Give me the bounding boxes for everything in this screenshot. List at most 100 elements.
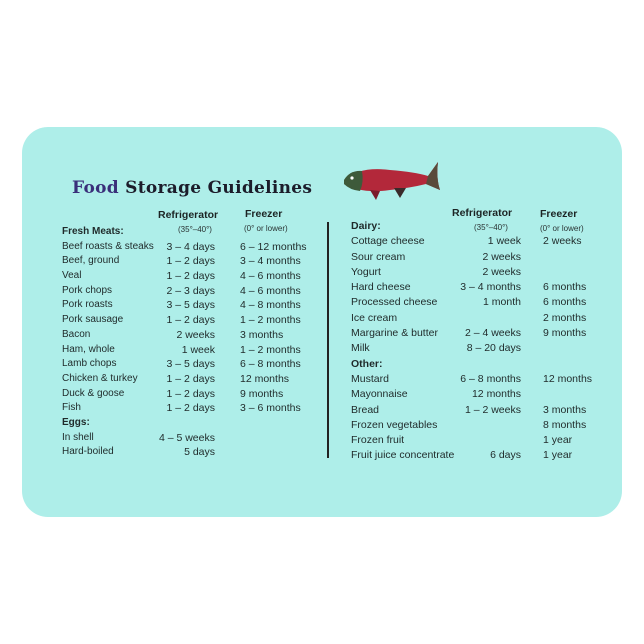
refrigerator-time: 2 weeks xyxy=(482,265,521,278)
food-name: Pork chops xyxy=(62,284,113,296)
refrigerator-time: 3 – 4 months xyxy=(460,281,521,294)
table-row: Mustard 6 – 8 months 12 months xyxy=(351,373,611,388)
freezer-time: 4 – 8 months xyxy=(240,299,301,312)
freezer-time: 3 months xyxy=(543,403,587,416)
food-name: Hard-boiled xyxy=(62,446,114,458)
table-row: Hard-boiled 5 days xyxy=(62,446,322,461)
food-name: Yogurt xyxy=(351,265,381,278)
refrigerator-time: 2 – 4 weeks xyxy=(464,327,521,340)
fish-icon xyxy=(344,162,440,200)
food-name: Duck & goose xyxy=(62,387,125,399)
left-refrigerator-temp: (35°–40°) xyxy=(178,225,212,234)
food-name: Ice cream xyxy=(351,311,398,324)
table-row: Sour cream 2 weeks xyxy=(351,251,611,266)
food-name: Milk xyxy=(351,342,370,355)
freezer-time: 3 months xyxy=(240,328,284,341)
freezer-time: 6 – 12 months xyxy=(240,240,307,253)
food-name: Frozen fruit xyxy=(351,434,405,447)
section-label: Fresh Meats: xyxy=(62,226,124,237)
refrigerator-time: 1 week xyxy=(487,235,521,248)
table-row: Chicken & turkey 1 – 2 days 12 months xyxy=(62,373,322,388)
food-name: Bacon xyxy=(62,328,91,340)
table-row: Hard cheese 3 – 4 months 6 months xyxy=(351,281,611,296)
table-row: Beef roasts & steaks 3 – 4 days 6 – 12 mon… xyxy=(62,241,322,256)
table-row: Veal 1 – 2 days 4 – 6 months xyxy=(62,270,322,285)
refrigerator-time: 5 days xyxy=(184,446,215,459)
left-table: Fresh Meats: Beef roasts & steaks 3 – 4 da… xyxy=(62,226,322,461)
food-name: Mayonnaise xyxy=(351,388,408,401)
refrigerator-time: 1 – 2 days xyxy=(166,255,215,268)
freezer-time: 4 – 6 months xyxy=(240,270,301,283)
refrigerator-time: 8 – 20 days xyxy=(466,342,521,355)
column-divider xyxy=(327,222,329,458)
refrigerator-time: 3 – 5 days xyxy=(166,358,215,371)
right-table: Dairy: Cottage cheese 1 week 2 weeks Sour cr… xyxy=(351,220,611,465)
freezer-time: 4 – 6 months xyxy=(240,284,301,297)
freezer-time: 1 year xyxy=(543,449,573,462)
right-refrigerator-temp: (35°–40°) xyxy=(474,223,508,232)
food-name: Beef roasts & steaks xyxy=(62,240,154,252)
food-name: Processed cheese xyxy=(351,296,438,309)
freezer-time: 1 year xyxy=(543,434,573,447)
section-label: Eggs: xyxy=(62,416,90,428)
section-label: Other: xyxy=(351,357,383,370)
food-name: Hard cheese xyxy=(351,281,411,294)
table-row: Processed cheese 1 month 6 months xyxy=(351,296,611,311)
table-row: Bread 1 – 2 weeks 3 months xyxy=(351,404,611,419)
food-name: Pork roasts xyxy=(62,299,113,311)
freezer-time: 3 – 6 months xyxy=(240,402,301,415)
table-row: In shell 4 – 5 weeks xyxy=(62,432,322,447)
food-name: Cottage cheese xyxy=(351,235,425,248)
food-name: Fruit juice concentrate xyxy=(351,449,455,462)
table-row: Margarine & butter 2 – 4 weeks 9 months xyxy=(351,327,611,342)
right-refrigerator-header: Refrigerator xyxy=(452,207,513,219)
page-title: Food Storage Guidelines xyxy=(72,178,312,198)
table-row: Mayonnaise 12 months xyxy=(351,388,611,403)
section-heading: Eggs: xyxy=(62,417,322,432)
refrigerator-time: 6 days xyxy=(490,449,521,462)
freezer-time: 9 months xyxy=(240,387,284,400)
refrigerator-time: 1 – 2 weeks xyxy=(464,403,521,416)
table-row: Pork sausage 1 – 2 days 1 – 2 months xyxy=(62,314,322,329)
table-row: Yogurt 2 weeks xyxy=(351,266,611,281)
refrigerator-time: 1 – 2 days xyxy=(166,387,215,400)
food-name: Veal xyxy=(62,270,82,282)
refrigerator-time: 2 weeks xyxy=(482,250,521,263)
freezer-time: 2 months xyxy=(543,311,587,324)
left-refrigerator-header: Refrigerator xyxy=(158,209,219,221)
freezer-time: 6 months xyxy=(543,296,587,309)
storage-guidelines-card xyxy=(22,127,622,517)
section-heading: Dairy: xyxy=(351,220,611,235)
food-name: Fish xyxy=(62,402,81,414)
section-heading: Fresh Meats: xyxy=(62,226,322,241)
food-name: Ham, whole xyxy=(62,343,115,355)
table-row: Milk 8 – 20 days xyxy=(351,342,611,357)
food-name: Sour cream xyxy=(351,250,406,263)
food-name: Frozen vegetables xyxy=(351,418,438,431)
section-label: Dairy: xyxy=(351,220,381,232)
table-row: Ham, whole 1 week 1 – 2 months xyxy=(62,344,322,359)
left-freezer-header: Freezer xyxy=(245,208,283,220)
table-row: Pork roasts 3 – 5 days 4 – 8 months xyxy=(62,299,322,314)
food-name: Beef, ground xyxy=(62,255,120,267)
freezer-time: 3 – 4 months xyxy=(240,255,301,268)
title-first-word: Food xyxy=(72,178,119,198)
food-name: Pork sausage xyxy=(62,314,124,326)
refrigerator-time: 1 – 2 days xyxy=(166,402,215,415)
refrigerator-time: 2 weeks xyxy=(176,328,215,341)
table-row: Bacon 2 weeks 3 months xyxy=(62,329,322,344)
left-freezer-temp: (0° or lower) xyxy=(244,224,288,233)
table-row: Duck & goose 1 – 2 days 9 months xyxy=(62,388,322,403)
refrigerator-time: 3 – 4 days xyxy=(166,240,215,253)
freezer-time: 9 months xyxy=(543,327,587,340)
food-name: Lamb chops xyxy=(62,358,117,370)
freezer-time: 6 – 8 months xyxy=(240,358,301,371)
table-row: Ice cream 2 months xyxy=(351,312,611,327)
refrigerator-time: 1 – 2 days xyxy=(166,372,215,385)
table-row: Frozen fruit 1 year xyxy=(351,434,611,449)
table-row: Fish 1 – 2 days 3 – 6 months xyxy=(62,402,322,417)
freezer-time: 1 – 2 months xyxy=(240,314,301,327)
freezer-time: 12 months xyxy=(543,372,593,385)
refrigerator-time: 2 – 3 days xyxy=(166,284,215,297)
freezer-time: 2 weeks xyxy=(543,235,582,248)
